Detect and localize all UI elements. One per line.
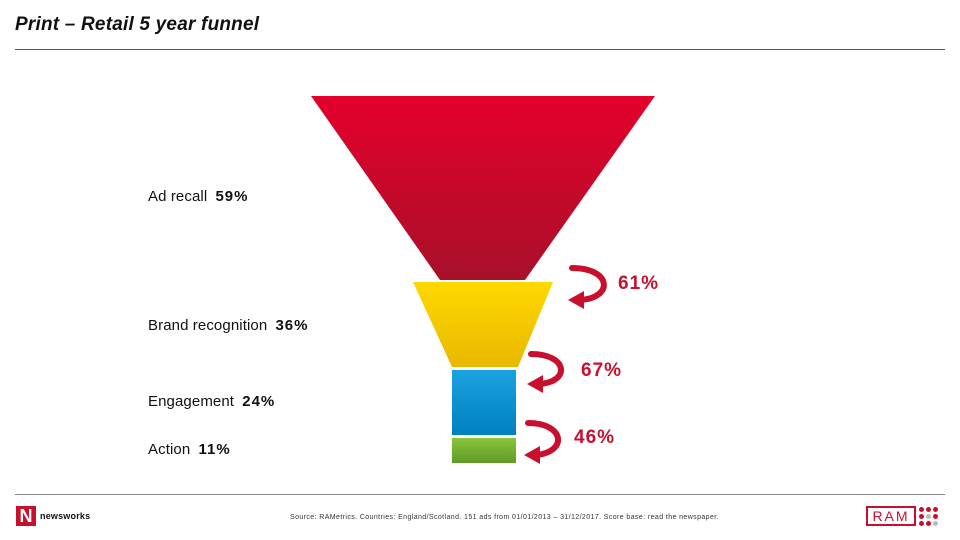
- source-note: Source: RAMetrics. Countries: England/Sc…: [290, 514, 719, 521]
- header-divider: [15, 49, 945, 50]
- newsworks-mark-icon: N: [16, 506, 36, 526]
- footer-divider: [15, 494, 945, 495]
- conversion-arrow-head-icon: [527, 375, 543, 393]
- stage-ad-recall: Ad recall 59%: [148, 188, 248, 205]
- funnel-segment-ad-recall: [311, 96, 655, 280]
- newsworks-wordmark: newsworks: [40, 511, 91, 521]
- stage-value: 36%: [275, 317, 309, 334]
- stage-label: Ad recall: [148, 188, 208, 205]
- funnel-segment-brand-recognition: [413, 282, 553, 367]
- stage-label: Brand recognition: [148, 317, 268, 334]
- conversion-rate-2: 67%: [581, 360, 623, 381]
- stage-value: 24%: [242, 393, 276, 410]
- conversion-arrow-head-icon: [568, 291, 584, 309]
- conversion-arrow-head-icon: [524, 446, 540, 464]
- stage-action: Action 11%: [148, 441, 231, 458]
- conversion-arrow-icon: [569, 265, 607, 303]
- ram-dots-icon: [919, 506, 938, 526]
- conversion-rate-1: 61%: [618, 273, 660, 294]
- conversion-arrow-icon: [525, 420, 561, 458]
- page-title: Print – Retail 5 year funnel: [15, 14, 260, 35]
- stage-value: 11%: [198, 441, 231, 458]
- funnel-segment-action: [452, 438, 516, 463]
- conversion-arrow-icon: [528, 351, 564, 387]
- ram-wordmark: RAM: [866, 506, 916, 526]
- funnel-segment-engagement: [452, 370, 516, 435]
- conversion-rate-3: 46%: [574, 427, 616, 448]
- stage-label: Engagement: [148, 393, 235, 410]
- stage-label: Action: [148, 441, 191, 458]
- stage-brand-recognition: Brand recognition 36%: [148, 317, 308, 334]
- stage-value: 59%: [215, 188, 249, 205]
- stage-engagement: Engagement 24%: [148, 393, 275, 410]
- ram-logo: RAM: [866, 506, 938, 526]
- newsworks-logo: N newsworks: [16, 506, 90, 526]
